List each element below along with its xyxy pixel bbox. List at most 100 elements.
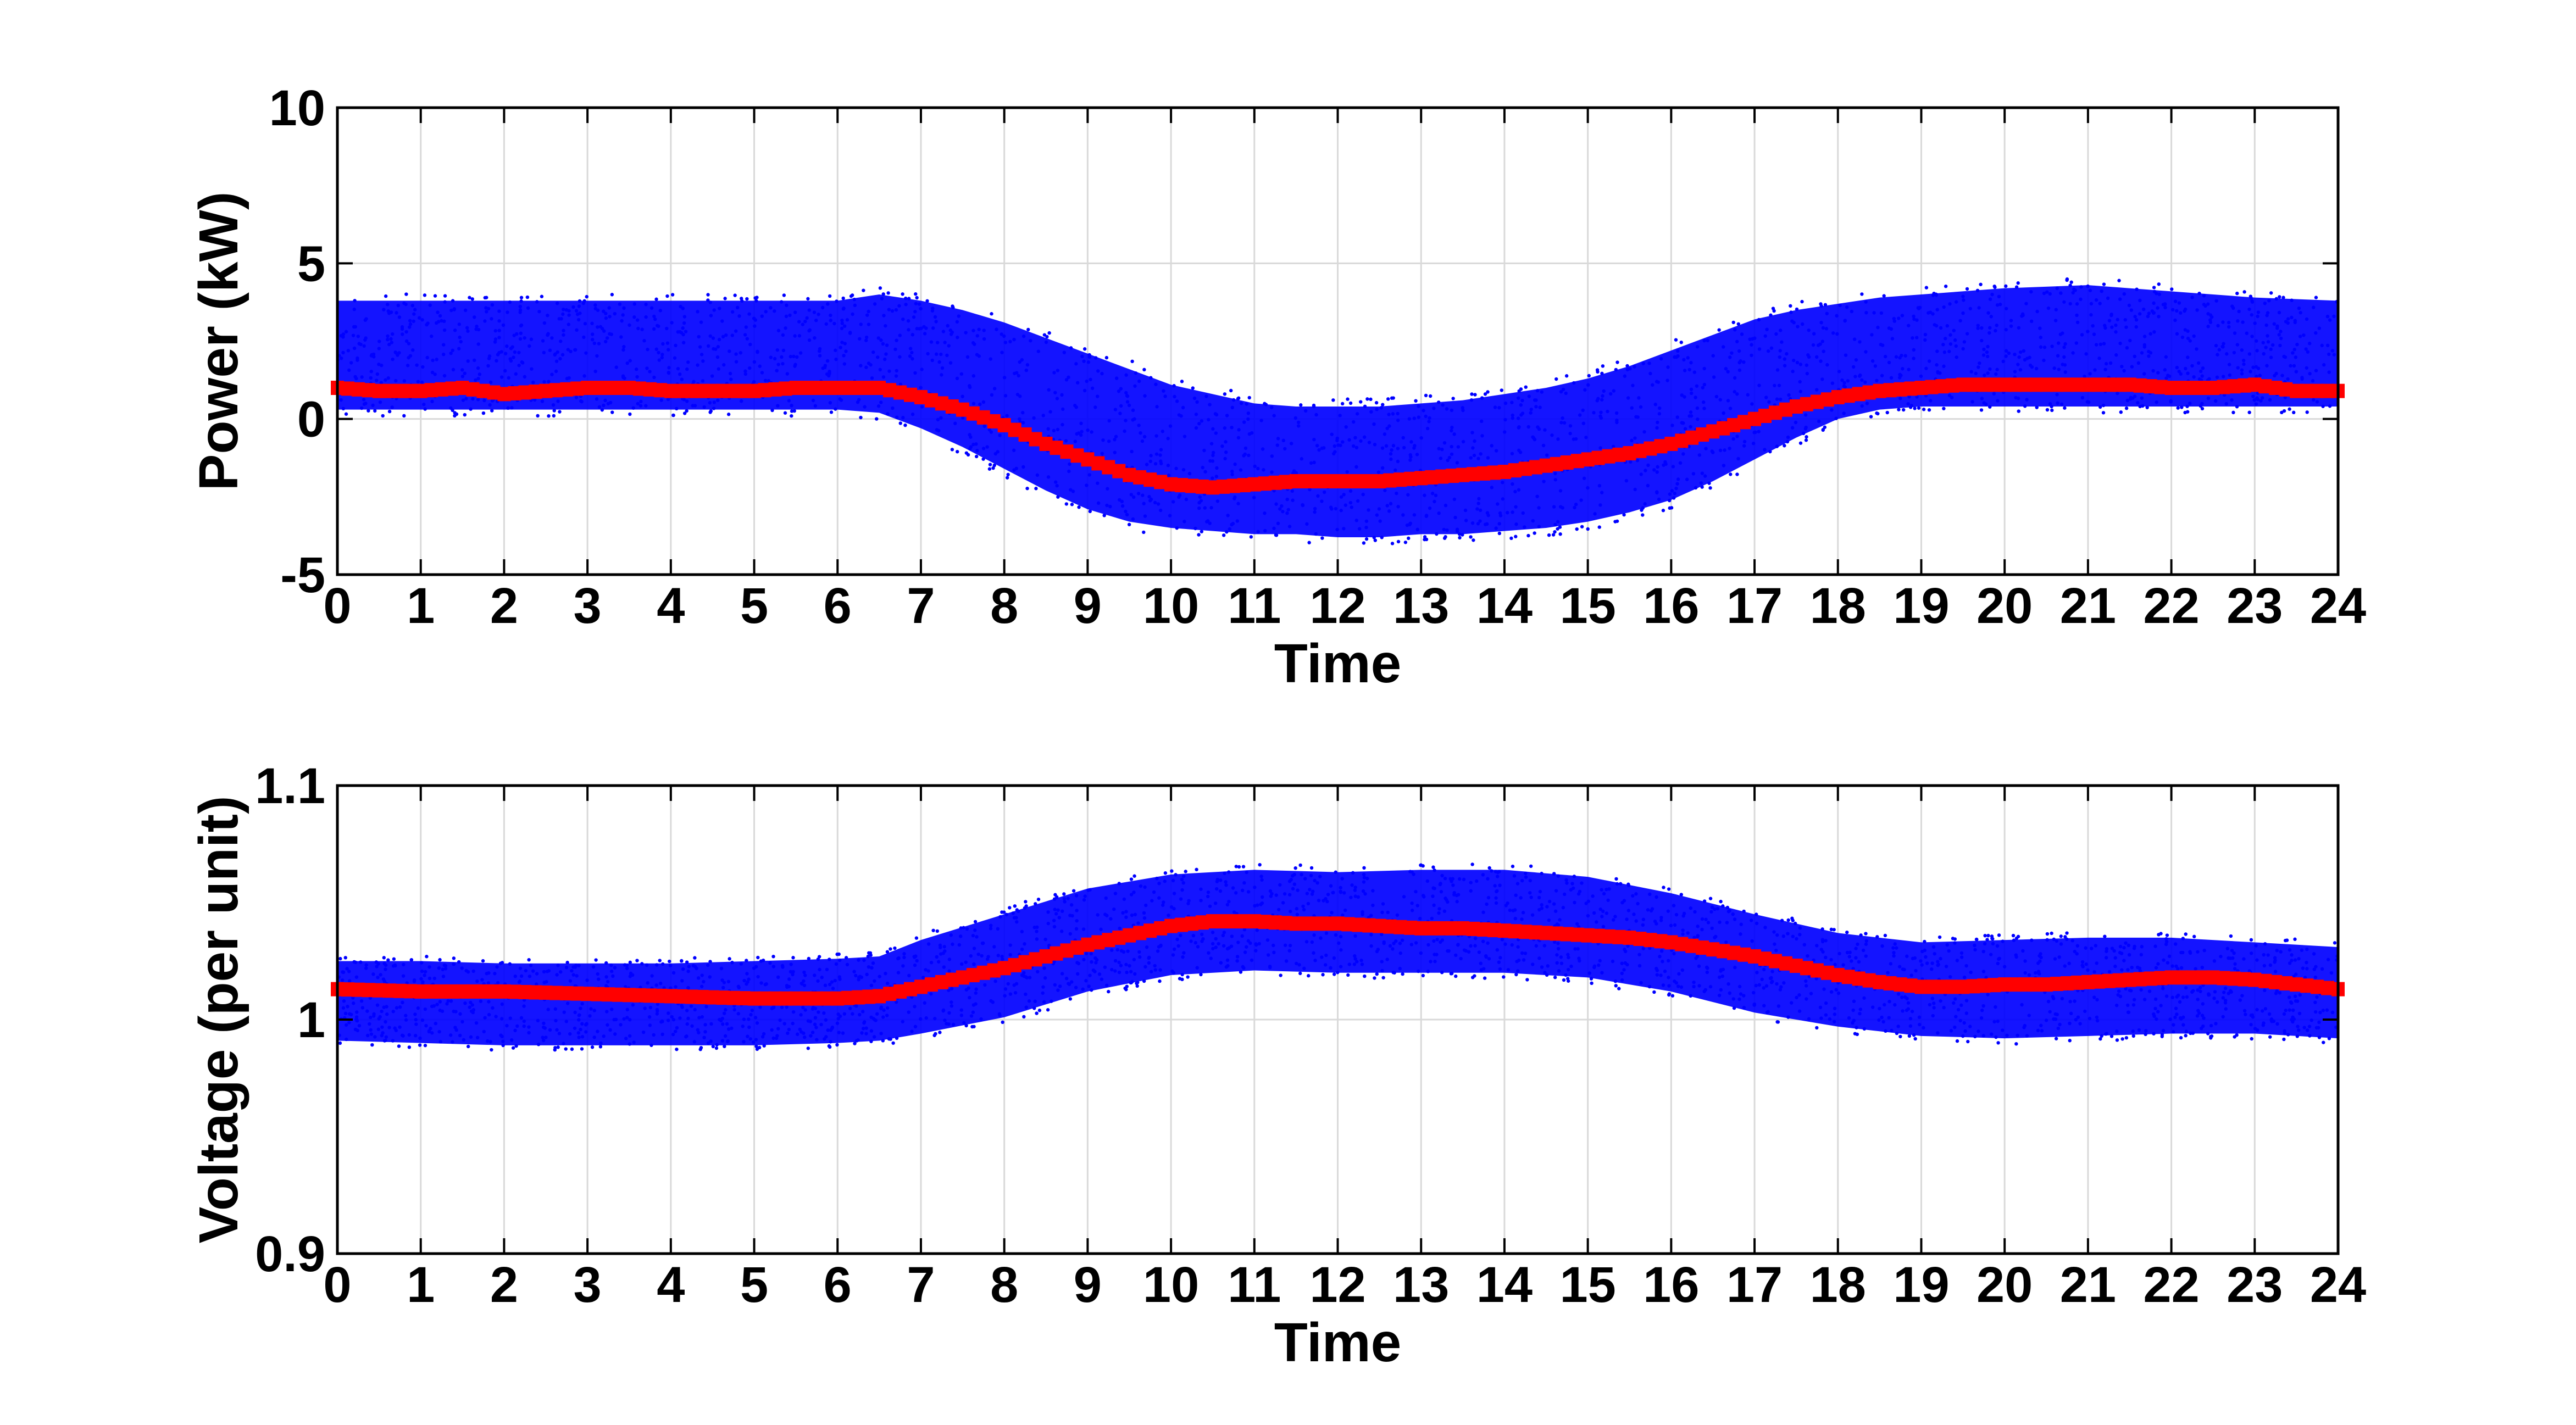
power-sample-point <box>1452 497 1457 502</box>
power-sample-point <box>1552 505 1556 509</box>
voltage-sample-point <box>1818 1005 1823 1010</box>
power-sample-point <box>2062 300 2066 304</box>
power-sample-point <box>625 361 629 365</box>
power-sample-point <box>1543 428 1547 432</box>
power-sample-point <box>353 299 357 303</box>
power-x-tick-label: 18 <box>1810 578 1866 634</box>
voltage-sample-point <box>2274 992 2278 995</box>
power-sample-point <box>1074 362 1078 366</box>
voltage-sample-point <box>360 1006 365 1010</box>
power-sample-point <box>1954 344 1958 348</box>
power-sample-point <box>547 380 551 383</box>
voltage-sample-point <box>1695 954 1700 959</box>
voltage-sample-point <box>1099 927 1103 931</box>
power-sample-point <box>468 296 471 299</box>
power-sample-point <box>1312 404 1316 409</box>
power-sample-point <box>460 368 464 372</box>
power-sample-point <box>913 371 917 375</box>
power-sample-point <box>733 293 737 297</box>
voltage-sample-point <box>2200 965 2205 970</box>
voltage-sample-point <box>499 1033 503 1037</box>
voltage-sample-point <box>594 958 598 962</box>
power-sample-point <box>2042 346 2047 349</box>
voltage-sample-point <box>597 977 601 981</box>
voltage-sample-point <box>1522 958 1526 962</box>
power-sample-point <box>818 349 821 353</box>
power-sample-point <box>1086 360 1090 364</box>
voltage-sample-point <box>469 1035 473 1039</box>
power-sample-point <box>1461 406 1464 410</box>
power-sample-point <box>959 372 964 376</box>
power-sample-point <box>1503 430 1507 434</box>
power-sample-point <box>1842 381 1846 385</box>
power-sample-point <box>574 309 579 313</box>
voltage-sample-point <box>1980 1009 1984 1012</box>
voltage-sample-point <box>542 970 546 974</box>
voltage-sample-point <box>1193 940 1198 945</box>
power-sample-point <box>1340 402 1345 406</box>
power-sample-point <box>2179 372 2183 376</box>
power-sample-point <box>775 369 779 372</box>
voltage-sample-point <box>2194 967 2197 971</box>
voltage-sample-point <box>2052 937 2056 942</box>
voltage-sample-point <box>745 959 748 962</box>
power-sample-point <box>879 338 883 342</box>
voltage-sample-point <box>1570 882 1574 886</box>
power-sample-point <box>1558 489 1563 493</box>
power-sample-point <box>783 411 787 415</box>
power-sample-point <box>604 316 608 320</box>
power-sample-point <box>955 376 959 381</box>
voltage-sample-point <box>2293 937 2297 941</box>
voltage-sample-point <box>680 959 684 963</box>
power-sample-point <box>1472 453 1476 458</box>
voltage-sample-point <box>950 1004 954 1008</box>
power-sample-point <box>1201 465 1204 470</box>
power-sample-point <box>1612 389 1615 393</box>
power-sample-point <box>1995 303 2000 307</box>
voltage-sample-point <box>929 992 933 996</box>
power-sample-point <box>946 324 950 328</box>
power-sample-point <box>341 332 346 336</box>
power-sample-point <box>519 323 524 327</box>
power-sample-point <box>1985 354 1990 359</box>
voltage-sample-point <box>604 961 608 965</box>
power-sample-point <box>2240 348 2244 352</box>
power-sample-point <box>1529 407 1533 411</box>
power-sample-point <box>665 326 669 331</box>
voltage-sample-point <box>1008 906 1012 910</box>
power-sample-point <box>602 309 606 313</box>
voltage-sample-point <box>1224 883 1228 887</box>
power-sample-point <box>1615 418 1619 422</box>
power-sample-point <box>652 327 656 331</box>
power-sample-point <box>2281 296 2285 299</box>
power-sample-point <box>1000 350 1004 354</box>
power-sample-point <box>1239 401 1243 405</box>
power-sample-point <box>442 374 447 378</box>
power-sample-point <box>758 364 762 368</box>
voltage-sample-point <box>1052 919 1056 922</box>
voltage-sample-point <box>508 1016 512 1020</box>
power-sample-point <box>1988 326 1992 330</box>
voltage-sample-point <box>2184 1033 2188 1038</box>
voltage-sample-point <box>2290 959 2294 962</box>
voltage-sample-point <box>1317 898 1321 903</box>
power-sample-point <box>490 409 494 413</box>
power-sample-point <box>1870 359 1875 363</box>
voltage-sample-point <box>1959 951 1964 955</box>
power-sample-point <box>1928 399 1933 403</box>
voltage-sample-point <box>798 1027 802 1031</box>
voltage-sample-point <box>980 954 984 958</box>
power-sample-point <box>1142 502 1146 505</box>
power-sample-point <box>1666 365 1670 369</box>
voltage-sample-point <box>1178 977 1182 981</box>
power-sample-point <box>681 326 685 330</box>
power-sample-point <box>1985 350 1989 354</box>
voltage-sample-point <box>824 1018 828 1022</box>
power-sample-point <box>474 378 478 382</box>
voltage-sample-point <box>343 956 347 960</box>
power-sample-point <box>1778 329 1783 332</box>
voltage-sample-point <box>1897 965 1902 968</box>
power-sample-point <box>1230 425 1234 430</box>
voltage-sample-point <box>671 1032 675 1037</box>
voltage-sample-point <box>576 1031 581 1035</box>
